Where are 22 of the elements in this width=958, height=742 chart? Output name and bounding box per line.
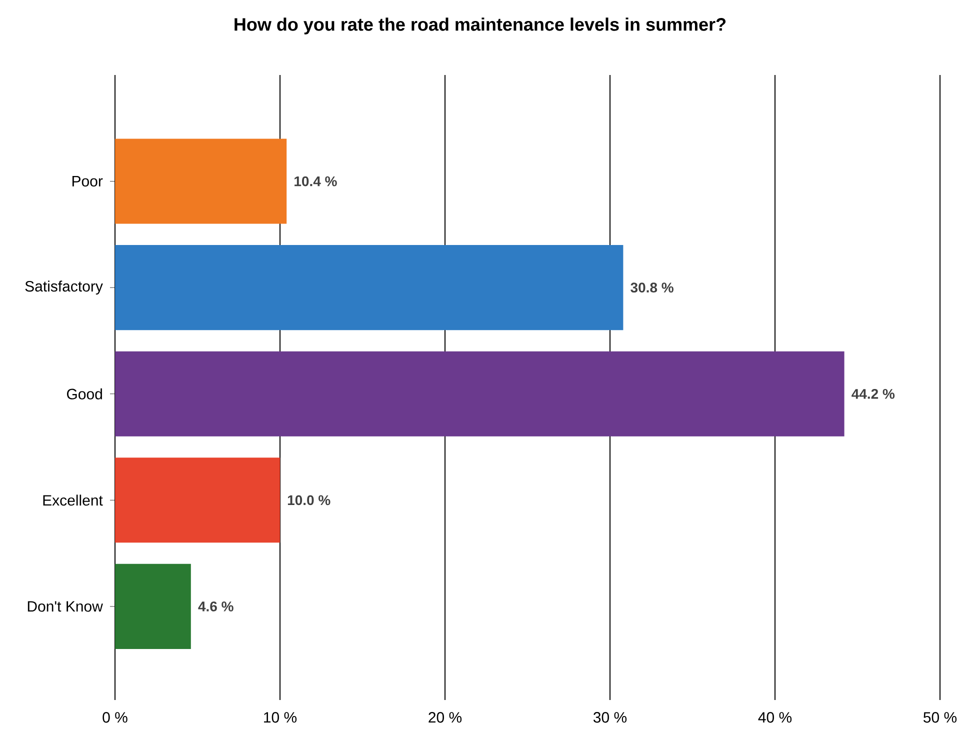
bar: [115, 138, 287, 224]
chart-title: How do you rate the road maintenance levels in summer?: [234, 18, 726, 34]
data-label: 30.8 %: [630, 282, 674, 293]
y-tick-label: Poor: [72, 176, 103, 187]
x-tick-label: 30 %: [593, 712, 627, 723]
y-tick-label: Satisfactory: [25, 280, 103, 295]
y-tick-label: Excellent: [43, 494, 103, 506]
bar: [115, 564, 191, 649]
data-label: 4.6 %: [198, 602, 234, 612]
data-label: 10.4 %: [294, 176, 337, 186]
bar: [115, 245, 624, 330]
bar: [115, 458, 280, 543]
y-tick-label: Don't Know: [28, 601, 103, 612]
bar: [115, 351, 844, 436]
x-tick-label: 40 %: [758, 712, 792, 723]
x-tick-label: 50 %: [924, 712, 957, 723]
x-tick-label: 0 %: [102, 712, 128, 723]
data-label: 10.0 %: [288, 495, 330, 506]
y-tick-label: Good: [67, 388, 102, 400]
x-tick-label: 20 %: [428, 712, 462, 723]
data-label: 44.2 %: [852, 388, 895, 399]
x-tick-label: 10 %: [264, 712, 297, 723]
